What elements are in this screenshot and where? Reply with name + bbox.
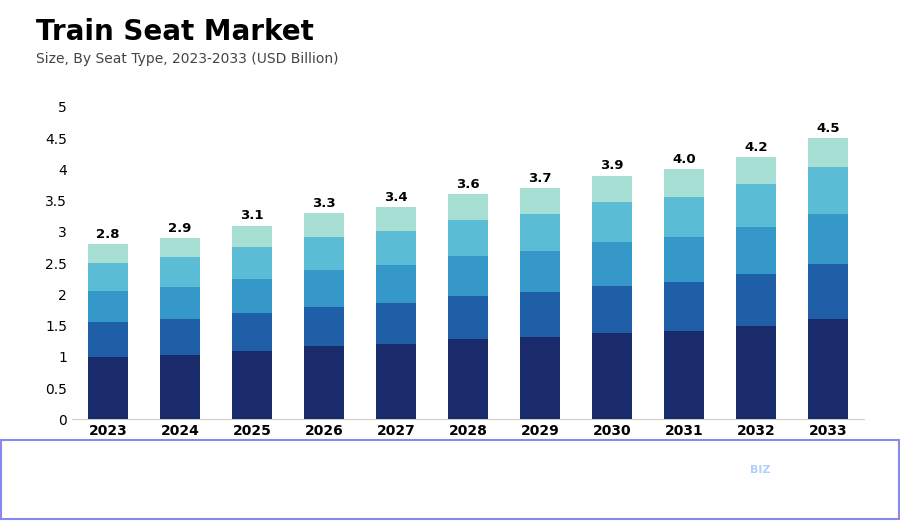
Bar (736, 157, 776, 184)
Bar (304, 307, 344, 346)
Bar (592, 176, 632, 203)
Text: 3.1: 3.1 (240, 209, 264, 222)
Bar (376, 303, 416, 344)
Text: 4.5: 4.5 (816, 122, 840, 135)
Text: The forecasted market
size for 2033 in USD:: The forecasted market size for 2033 in U… (279, 460, 449, 491)
Bar (520, 251, 560, 292)
Text: 4.9%: 4.9% (180, 460, 268, 491)
Bar (736, 275, 776, 326)
Bar (736, 184, 776, 227)
Bar (232, 226, 272, 247)
Bar (448, 194, 488, 220)
Bar (808, 319, 848, 419)
Bar (448, 339, 488, 419)
Text: 4.2: 4.2 (744, 141, 768, 154)
Text: 3.6: 3.6 (456, 178, 480, 191)
Text: 3.7: 3.7 (528, 172, 552, 185)
Text: 2.9: 2.9 (168, 222, 192, 235)
Bar (664, 331, 704, 419)
Bar (736, 326, 776, 419)
Bar (808, 167, 848, 214)
Bar (592, 286, 632, 332)
Bar (520, 292, 560, 337)
Bar (160, 319, 200, 355)
Text: 2.8: 2.8 (96, 228, 120, 241)
Bar (448, 256, 488, 296)
Bar (304, 213, 344, 237)
Bar (808, 214, 848, 264)
Bar (808, 138, 848, 167)
Bar (376, 207, 416, 231)
Bar (520, 188, 560, 214)
Bar (808, 264, 848, 319)
Bar (664, 282, 704, 331)
Bar (160, 287, 200, 319)
Bar (304, 270, 344, 307)
Bar (448, 220, 488, 256)
Text: 3.4: 3.4 (384, 191, 408, 204)
Bar (88, 322, 128, 357)
Text: 4.0: 4.0 (672, 153, 696, 166)
Bar (448, 296, 488, 339)
Bar (160, 238, 200, 257)
Bar (592, 242, 632, 286)
Bar (664, 197, 704, 238)
Bar (232, 351, 272, 419)
Bar (88, 291, 128, 322)
Text: Size, By Seat Type, 2023-2033 (USD Billion): Size, By Seat Type, 2023-2033 (USD Billi… (36, 52, 338, 66)
Bar (592, 203, 632, 242)
Bar (376, 265, 416, 303)
Bar (160, 355, 200, 419)
Text: Train Seat Market: Train Seat Market (36, 18, 314, 46)
Text: ✓: ✓ (616, 460, 637, 483)
Bar (88, 244, 128, 263)
Bar (736, 227, 776, 275)
Text: MarketResearch: MarketResearch (644, 461, 795, 479)
Bar (304, 346, 344, 419)
Bar (232, 313, 272, 351)
Bar (88, 263, 128, 291)
Bar (664, 238, 704, 282)
Text: The Market will Grow
At the CAGR of:: The Market will Grow At the CAGR of: (18, 460, 177, 491)
Bar (304, 237, 344, 270)
Bar (592, 332, 632, 419)
Bar (376, 344, 416, 419)
Bar (520, 214, 560, 251)
Text: 3.9: 3.9 (600, 159, 624, 172)
Bar (160, 257, 200, 287)
Bar (232, 247, 272, 279)
Text: BIZ: BIZ (750, 465, 770, 475)
Bar (664, 169, 704, 197)
Text: $4.5B: $4.5B (482, 460, 585, 491)
Text: 3.3: 3.3 (312, 197, 336, 210)
Bar (88, 357, 128, 419)
Text: WIDE RANGE OF GLOBAL MARKET REPORTS: WIDE RANGE OF GLOBAL MARKET REPORTS (644, 496, 827, 505)
Bar (232, 279, 272, 313)
Bar (376, 231, 416, 265)
Bar (520, 337, 560, 419)
